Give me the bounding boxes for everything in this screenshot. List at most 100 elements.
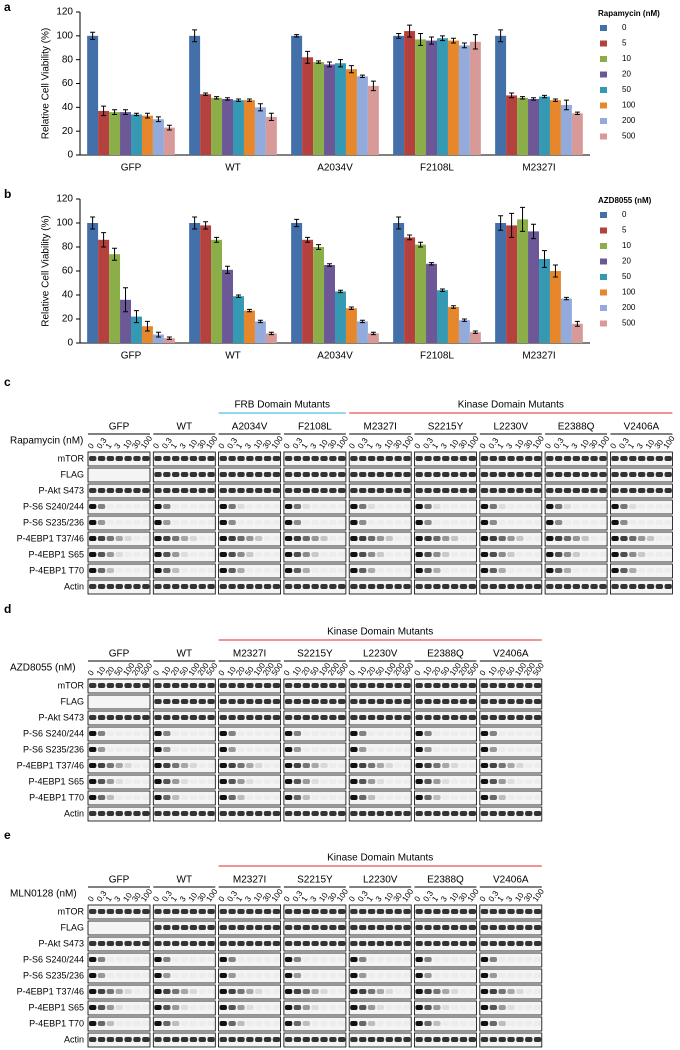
blot-band xyxy=(237,989,245,994)
blot-band xyxy=(533,488,542,493)
error-bar xyxy=(552,98,558,102)
blot-band xyxy=(415,1005,423,1010)
blot-band xyxy=(97,973,106,978)
blot-frame xyxy=(283,563,347,579)
blot-band xyxy=(172,811,180,816)
blot-band xyxy=(172,957,179,962)
blot-band xyxy=(142,795,149,800)
blot-band xyxy=(124,973,131,978)
dose-label: 0 xyxy=(282,441,292,450)
row-label: FLAG xyxy=(60,696,84,706)
blot-band xyxy=(190,747,197,752)
blot-band xyxy=(480,552,489,557)
blot-band xyxy=(273,568,280,573)
blot-band xyxy=(133,683,141,688)
dose-label: 100 xyxy=(466,887,481,904)
blot-band xyxy=(350,715,358,720)
blot-band xyxy=(228,795,236,800)
blot-band xyxy=(442,584,450,589)
blot-band xyxy=(620,456,628,461)
blot-band xyxy=(533,456,542,461)
blot-band xyxy=(611,552,619,557)
blot-band xyxy=(507,1021,514,1026)
bar xyxy=(549,100,561,155)
blot-band xyxy=(525,811,533,816)
blot-band xyxy=(255,1005,262,1010)
blot-band xyxy=(655,488,664,493)
blot-band xyxy=(460,1005,467,1010)
blot-band xyxy=(350,925,358,930)
blot-band xyxy=(284,763,293,768)
blot-band xyxy=(394,488,402,493)
blot-band xyxy=(228,747,236,752)
x-tick-label: M2327I xyxy=(522,163,555,174)
blot-frame xyxy=(544,531,608,547)
blot-band xyxy=(219,584,227,589)
blot-frame xyxy=(283,1000,347,1016)
blot-band xyxy=(228,568,236,573)
blot-band xyxy=(554,520,563,525)
blot-band xyxy=(468,925,476,930)
blot-band xyxy=(189,488,198,493)
blot-band xyxy=(320,1021,327,1026)
blot-band xyxy=(442,795,449,800)
error-bar xyxy=(305,50,311,64)
blot-band xyxy=(516,909,524,914)
dose-label: 500 xyxy=(466,661,481,678)
blot-band xyxy=(89,909,97,914)
blot-band xyxy=(273,973,280,978)
blot-band xyxy=(498,795,506,800)
blot-band xyxy=(124,683,132,688)
dose-label: 1 xyxy=(234,441,244,450)
blot-band xyxy=(507,779,515,784)
blot-band xyxy=(89,488,97,493)
blot-band xyxy=(189,536,198,541)
error-bar xyxy=(520,96,526,100)
blot-band xyxy=(338,568,345,573)
blot-band xyxy=(499,747,506,752)
blot-band xyxy=(89,795,97,800)
blot-band xyxy=(89,1021,97,1026)
blot-frame xyxy=(87,758,151,774)
dose-label: 1 xyxy=(169,441,179,450)
blot-band xyxy=(525,731,532,736)
blot-band xyxy=(154,779,162,784)
blot-band xyxy=(507,909,515,914)
blot-band xyxy=(116,973,123,978)
blot-band xyxy=(394,699,402,704)
bar xyxy=(426,263,437,343)
blot-band xyxy=(311,731,318,736)
blot-frame xyxy=(283,968,347,984)
blot-band xyxy=(507,747,514,752)
blot-frame xyxy=(414,726,477,742)
blot-band xyxy=(219,779,227,784)
blot-band xyxy=(207,909,215,914)
blot-band xyxy=(525,957,532,962)
blot-band xyxy=(338,795,345,800)
blot-band xyxy=(489,456,498,461)
blot-band xyxy=(350,909,358,914)
blot-band xyxy=(311,941,319,946)
blot-band xyxy=(284,536,293,541)
blot-band xyxy=(637,472,646,477)
blot-band xyxy=(293,731,302,736)
blot-band xyxy=(359,989,367,994)
bar xyxy=(200,94,212,155)
blot-band xyxy=(106,1037,115,1042)
blot-band xyxy=(255,1021,262,1026)
blot-band xyxy=(133,715,141,720)
blot-band xyxy=(403,1005,410,1010)
blot-frame xyxy=(87,467,151,483)
blot-band xyxy=(459,1037,468,1042)
error-bar xyxy=(246,98,252,102)
blot-band xyxy=(507,715,515,720)
blot-band xyxy=(180,488,189,493)
blot-band xyxy=(460,779,467,784)
blot-band xyxy=(403,683,411,688)
dose-label: 0 xyxy=(478,894,488,903)
blot-band xyxy=(442,957,449,962)
blot-band xyxy=(394,989,401,994)
blot-band xyxy=(498,989,506,994)
bar xyxy=(313,247,325,343)
blot-band xyxy=(385,811,393,816)
